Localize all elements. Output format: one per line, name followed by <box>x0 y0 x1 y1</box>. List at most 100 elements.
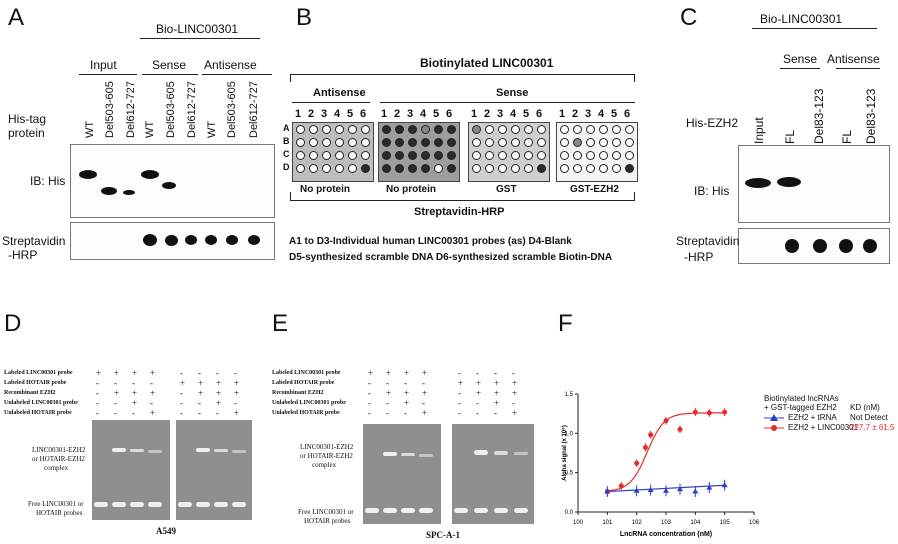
c-sense: Sense <box>783 52 818 66</box>
b-col-number: 2 <box>484 108 491 120</box>
condition-sign: + <box>198 378 204 388</box>
c-antisense: Antisense <box>827 52 880 66</box>
condition-sign: - <box>422 378 425 388</box>
b-col-number: 4 <box>420 108 427 120</box>
y-tick-label: 1.5 <box>565 392 574 398</box>
e-gel-left <box>363 424 441 524</box>
condition-sign: - <box>150 378 153 388</box>
b-dot <box>434 125 443 134</box>
condition-sign: + <box>494 378 500 388</box>
b-dot <box>472 125 481 134</box>
b-dot <box>348 151 357 160</box>
b-dot <box>612 138 621 147</box>
condition-sign: + <box>234 408 240 418</box>
b-col-number: 5 <box>433 108 440 120</box>
condition-sign: - <box>476 408 479 418</box>
data-point-trna <box>663 487 669 493</box>
triangle-icon <box>764 414 784 421</box>
b-dot <box>395 164 404 173</box>
b-dot <box>395 138 404 147</box>
b-dot <box>322 125 331 134</box>
condition-sign: + <box>216 388 222 398</box>
condition-row-label: Labeled LINC00301 probe <box>4 370 73 376</box>
b-col-number: 5 <box>611 108 618 120</box>
condition-sign: - <box>476 398 479 408</box>
b-dot <box>322 151 331 160</box>
b-col-number: 3 <box>497 108 504 120</box>
b-dot <box>348 164 357 173</box>
b-group-label: No protein <box>300 184 350 195</box>
data-point-linc00301 <box>722 409 728 415</box>
a-lane-label: WT <box>206 120 218 138</box>
b-dot <box>573 151 582 160</box>
b-dot <box>612 164 621 173</box>
b-row-letter: D <box>283 162 290 172</box>
y-tick-label: 1.0 <box>565 431 574 437</box>
a-group-sense: Sense <box>152 58 187 72</box>
b-group-label: GST-EZH2 <box>570 184 619 195</box>
a-lane-label: WT <box>84 120 96 138</box>
b-dot <box>447 138 456 147</box>
b-dot <box>348 138 357 147</box>
condition-sign: - <box>458 408 461 418</box>
condition-sign: - <box>198 408 201 418</box>
c-blot2-label-1: Streptavidin <box>676 234 740 248</box>
b-dot <box>421 138 430 147</box>
b-dot <box>511 125 520 134</box>
b-dot <box>421 164 430 173</box>
condition-sign: + <box>494 388 500 398</box>
b-legend-1: A1 to D3-Individual human LINC00301 prob… <box>289 236 572 247</box>
condition-row-label: Labeled HOTAIR probe <box>4 380 67 386</box>
b-dot <box>537 151 546 160</box>
condition-sign: - <box>150 398 153 408</box>
d-complex-2: or HOTAIR-EZH2 <box>32 455 85 463</box>
data-point-trna <box>706 484 713 490</box>
condition-sign: + <box>132 368 138 378</box>
band <box>777 177 801 187</box>
b-col-number: 6 <box>536 108 543 120</box>
y-tick-label: 0.0 <box>565 510 574 516</box>
b-dot <box>599 138 608 147</box>
band <box>863 239 877 253</box>
c-blot-strep <box>738 228 890 264</box>
condition-sign: - <box>368 388 371 398</box>
b-dot <box>361 138 370 147</box>
condition-sign: - <box>476 368 479 378</box>
c-row-label: His-EZH2 <box>686 116 739 130</box>
band <box>123 190 135 195</box>
b-col-number: 2 <box>308 108 315 120</box>
panel-letter-b: B <box>296 4 313 31</box>
b-dot <box>485 138 494 147</box>
condition-sign: + <box>198 388 204 398</box>
b-col-number: 4 <box>510 108 517 120</box>
condition-row-label: Labeled HOTAIR probe <box>272 380 335 386</box>
b-col-number: 4 <box>598 108 605 120</box>
condition-row-label: Unlabeled HOTAIR probe <box>272 410 340 416</box>
b-dot <box>447 151 456 160</box>
condition-sign: - <box>180 398 183 408</box>
band <box>813 239 827 253</box>
c-lane-label: Del83-123 <box>864 88 878 144</box>
condition-sign: + <box>368 368 374 378</box>
f-legend-title-1: Biotinylated lncRNAs <box>764 394 839 403</box>
band <box>785 239 799 253</box>
b-dot <box>382 138 391 147</box>
x-tick-label: 103 <box>661 520 672 526</box>
condition-sign: + <box>114 368 120 378</box>
x-tick-label: 104 <box>690 520 701 526</box>
condition-sign: + <box>216 398 222 408</box>
b-dot <box>309 125 318 134</box>
f-kd-header: KD (nM) <box>850 403 880 412</box>
panel-letter-f: F <box>558 310 573 337</box>
b-dot <box>382 164 391 173</box>
condition-sign: + <box>476 388 482 398</box>
condition-sign: + <box>216 378 222 388</box>
condition-sign: - <box>458 398 461 408</box>
b-antisense: Antisense <box>313 87 366 99</box>
b-dot <box>408 164 417 173</box>
x-tick-label: 101 <box>602 520 613 526</box>
panel-letter-c: C <box>680 4 698 31</box>
b-legend-2: D5-synthesized scramble DNA D6-synthesiz… <box>289 252 613 263</box>
b-dot <box>599 151 608 160</box>
data-point-trna <box>676 486 683 492</box>
